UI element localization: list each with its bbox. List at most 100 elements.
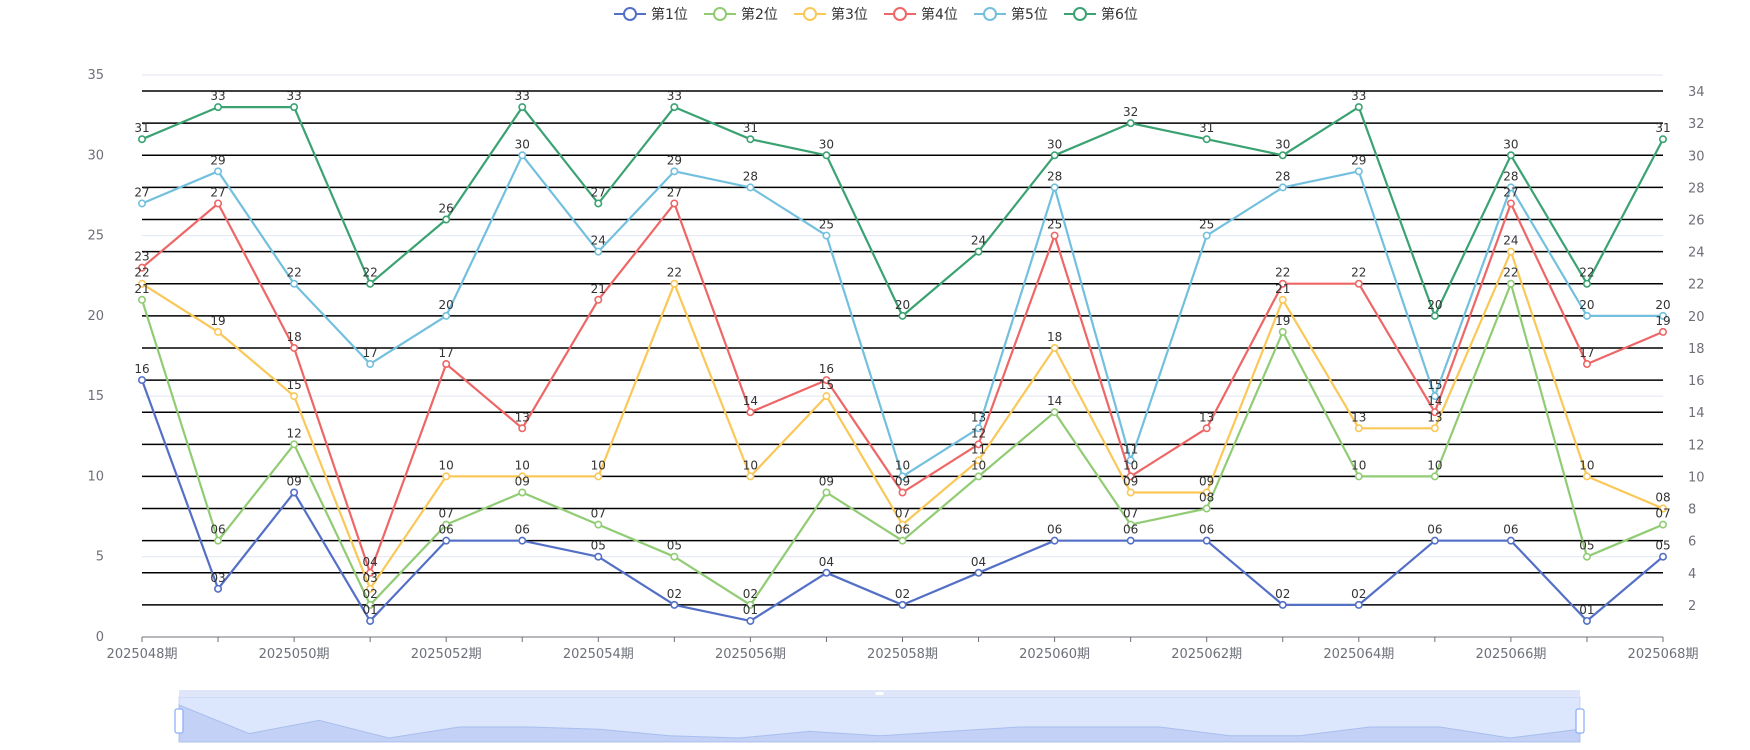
data-point[interactable] bbox=[594, 199, 603, 208]
data-point[interactable] bbox=[1506, 183, 1515, 192]
data-point[interactable] bbox=[1659, 135, 1668, 144]
data-point[interactable] bbox=[214, 327, 223, 336]
data-point[interactable] bbox=[518, 472, 527, 481]
data-point[interactable] bbox=[1126, 472, 1135, 481]
data-point[interactable] bbox=[366, 568, 375, 577]
data-point[interactable] bbox=[898, 311, 907, 320]
data-point[interactable] bbox=[1278, 327, 1287, 336]
data-point[interactable] bbox=[746, 408, 755, 417]
data-point[interactable] bbox=[1202, 231, 1211, 240]
data-point[interactable] bbox=[138, 199, 147, 208]
data-point[interactable] bbox=[746, 616, 755, 625]
data-point[interactable] bbox=[1354, 103, 1363, 112]
data-point[interactable] bbox=[1050, 408, 1059, 417]
data-point[interactable] bbox=[1202, 424, 1211, 433]
data-point[interactable] bbox=[1582, 360, 1591, 369]
data-point[interactable] bbox=[1202, 536, 1211, 545]
data-point[interactable] bbox=[214, 584, 223, 593]
legend-item[interactable]: 第5位 bbox=[974, 6, 1048, 23]
data-point[interactable] bbox=[1278, 183, 1287, 192]
data-point[interactable] bbox=[1202, 504, 1211, 513]
data-point[interactable] bbox=[518, 536, 527, 545]
data-point[interactable] bbox=[1506, 151, 1515, 160]
data-point[interactable] bbox=[518, 488, 527, 497]
data-point[interactable] bbox=[822, 392, 831, 401]
data-point[interactable] bbox=[290, 343, 299, 352]
data-point[interactable] bbox=[974, 568, 983, 577]
legend-item[interactable]: 第1位 bbox=[614, 6, 688, 23]
data-point[interactable] bbox=[822, 376, 831, 385]
zoom-handle[interactable] bbox=[1575, 708, 1585, 734]
data-point[interactable] bbox=[822, 231, 831, 240]
data-point[interactable] bbox=[1506, 279, 1515, 288]
data-point[interactable] bbox=[898, 536, 907, 545]
data-point[interactable] bbox=[518, 424, 527, 433]
data-point[interactable] bbox=[898, 600, 907, 609]
data-point[interactable] bbox=[366, 616, 375, 625]
data-point[interactable] bbox=[594, 472, 603, 481]
data-point[interactable] bbox=[1659, 552, 1668, 561]
data-point[interactable] bbox=[594, 552, 603, 561]
data-point[interactable] bbox=[442, 472, 451, 481]
data-point[interactable] bbox=[1202, 488, 1211, 497]
data-point[interactable] bbox=[1430, 311, 1439, 320]
data-point[interactable] bbox=[1430, 536, 1439, 545]
data-point[interactable] bbox=[822, 151, 831, 160]
data-point[interactable] bbox=[518, 151, 527, 160]
data-point[interactable] bbox=[1659, 311, 1668, 320]
data-point[interactable] bbox=[214, 536, 223, 545]
chart-series[interactable] bbox=[138, 103, 1668, 625]
data-point[interactable] bbox=[1126, 119, 1135, 128]
data-point[interactable] bbox=[746, 472, 755, 481]
data-point[interactable] bbox=[1126, 520, 1135, 529]
zoom-handle[interactable] bbox=[174, 708, 184, 734]
data-point[interactable] bbox=[1126, 456, 1135, 465]
data-point[interactable] bbox=[1050, 343, 1059, 352]
zoom-selection[interactable] bbox=[179, 697, 1580, 742]
data-point[interactable] bbox=[138, 263, 147, 272]
data-point[interactable] bbox=[138, 295, 147, 304]
data-point[interactable] bbox=[1354, 279, 1363, 288]
legend-item[interactable]: 第2位 bbox=[704, 6, 778, 23]
data-point[interactable] bbox=[670, 103, 679, 112]
data-point[interactable] bbox=[1354, 424, 1363, 433]
data-point[interactable] bbox=[1659, 520, 1668, 529]
data-point[interactable] bbox=[898, 520, 907, 529]
data-point[interactable] bbox=[1659, 504, 1668, 513]
data-point[interactable] bbox=[898, 472, 907, 481]
data-point[interactable] bbox=[822, 488, 831, 497]
data-point[interactable] bbox=[746, 600, 755, 609]
data-point[interactable] bbox=[898, 488, 907, 497]
data-point[interactable] bbox=[366, 360, 375, 369]
data-point[interactable] bbox=[594, 295, 603, 304]
data-point[interactable] bbox=[1050, 183, 1059, 192]
data-point[interactable] bbox=[442, 311, 451, 320]
data-point[interactable] bbox=[670, 167, 679, 176]
data-point[interactable] bbox=[1278, 279, 1287, 288]
data-point[interactable] bbox=[670, 600, 679, 609]
chart-legend[interactable]: 第1位 第2位 第3位 第4位 第5位 第6位 bbox=[614, 6, 1138, 23]
data-point[interactable] bbox=[1050, 151, 1059, 160]
data-point[interactable] bbox=[670, 279, 679, 288]
data-point[interactable] bbox=[366, 600, 375, 609]
data-point[interactable] bbox=[1278, 151, 1287, 160]
data-point[interactable] bbox=[1202, 135, 1211, 144]
data-point[interactable] bbox=[138, 376, 147, 385]
data-point[interactable] bbox=[1430, 472, 1439, 481]
data-point[interactable] bbox=[746, 135, 755, 144]
data-point[interactable] bbox=[366, 584, 375, 593]
data-point[interactable] bbox=[594, 520, 603, 529]
data-point[interactable] bbox=[290, 103, 299, 112]
data-point[interactable] bbox=[1430, 408, 1439, 417]
data-point[interactable] bbox=[1506, 536, 1515, 545]
data-point[interactable] bbox=[290, 488, 299, 497]
data-point[interactable] bbox=[1506, 247, 1515, 256]
data-point[interactable] bbox=[214, 199, 223, 208]
data-point[interactable] bbox=[974, 456, 983, 465]
data-zoom-slider[interactable] bbox=[174, 690, 1585, 743]
data-point[interactable] bbox=[1126, 536, 1135, 545]
data-point[interactable] bbox=[290, 279, 299, 288]
data-point[interactable] bbox=[1430, 424, 1439, 433]
data-point[interactable] bbox=[1430, 392, 1439, 401]
data-point[interactable] bbox=[974, 472, 983, 481]
